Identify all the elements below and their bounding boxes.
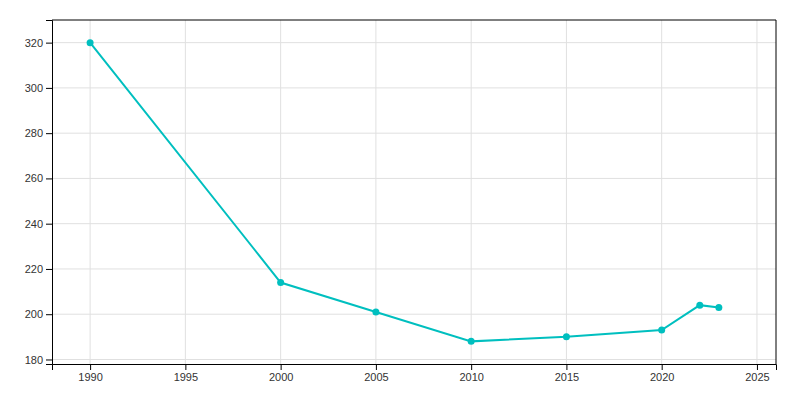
y-axis-tick: 260 [25,172,52,184]
y-axis-tick-mark [46,314,52,315]
y-axis-tick: 280 [25,127,52,139]
y-axis-line [46,21,53,365]
x-axis: 1990 1995 2000 2005 2010 2015 2020 2025 [53,364,777,383]
y-axis-tick-mark [46,88,52,89]
point [696,302,703,309]
frame-right [776,20,777,364]
line [90,43,719,342]
y-axis-tick: 240 [25,218,52,230]
grid-line-x [90,20,91,364]
y-axis-tick-label: 300 [25,82,43,94]
point [372,308,379,315]
y-axis-tick-mark [46,178,52,179]
x-axis-tick-mark [757,364,758,370]
x-axis-tick-mark [185,364,186,370]
grid [52,20,776,364]
y-axis-tick-mark [46,224,52,225]
grid-line-x [280,20,281,364]
y-axis: 180 200 220 240 260 280 300 320 [25,21,53,366]
grid-line-y [52,87,776,88]
x-axis-tick-label: 2000 [269,371,293,383]
x-axis-tick-label: 2025 [745,371,769,383]
grid-line-x [471,20,472,364]
y-axis-tick-label: 320 [25,37,43,49]
grid-line-y [52,178,776,179]
plot-area: 1990 1995 2000 2005 2010 2015 2020 2025 180 200 22… [25,20,777,383]
x-axis-tick: 2020 [650,364,674,383]
grid-line-x [661,20,662,364]
x-axis-tick-label: 2020 [650,371,674,383]
grid-line-y [52,42,776,43]
chart: 1990 1995 2000 2005 2010 2015 2020 2025 180 200 22… [0,0,800,400]
y-axis-tick-label: 180 [25,353,43,365]
x-axis-tick-mark [376,364,377,370]
grid-line-y [52,314,776,315]
grid-line-x [566,20,567,364]
point [658,327,665,334]
x-axis-tick-mark [662,364,663,370]
y-axis-tick: 320 [25,37,52,49]
y-axis-tick: 220 [25,263,52,275]
point [277,279,284,286]
x-axis-tick-mark [90,364,91,370]
frame-top [52,20,776,21]
y-axis-tick: 300 [25,82,52,94]
y-axis-tick-mark [46,269,52,270]
y-axis-tick-mark [46,133,52,134]
y-axis-tick-mark [46,43,52,44]
x-axis-tick: 2010 [459,364,483,383]
y-axis-tick-label: 240 [25,218,43,230]
x-axis-tick: 2025 [745,364,769,383]
x-axis-line [53,365,777,371]
y-axis-tick-label: 200 [25,308,43,320]
x-axis-tick: 2015 [555,364,579,383]
x-axis-tick-label: 2010 [459,371,483,383]
point [468,338,475,345]
y-axis-tick: 200 [25,308,52,320]
x-axis-tick-label: 1995 [174,371,198,383]
grid-line-y [52,223,776,224]
y-axis-tick-mark [46,359,52,360]
point [715,304,722,311]
grid-line-y [52,359,776,360]
point [563,333,570,340]
y-axis-tick-label: 220 [25,263,43,275]
x-axis-tick-mark [471,364,472,370]
x-axis-tick-mark [566,364,567,370]
marks [87,39,723,345]
grid-line-x [756,20,757,364]
grid-line-x [185,20,186,364]
x-axis-tick-label: 2015 [555,371,579,383]
x-axis-tick-label: 2005 [364,371,388,383]
y-axis-tick: 180 [25,353,52,365]
x-axis-tick: 1990 [78,364,102,383]
y-axis-tick-label: 260 [25,172,43,184]
y-axis-tick-label: 280 [25,127,43,139]
x-axis-tick-mark [281,364,282,370]
point [87,39,94,46]
x-axis-tick-label: 1990 [78,371,102,383]
x-axis-tick: 1995 [174,364,198,383]
x-axis-tick: 2005 [364,364,388,383]
x-axis-tick: 2000 [269,364,293,383]
grid-line-y [52,268,776,269]
